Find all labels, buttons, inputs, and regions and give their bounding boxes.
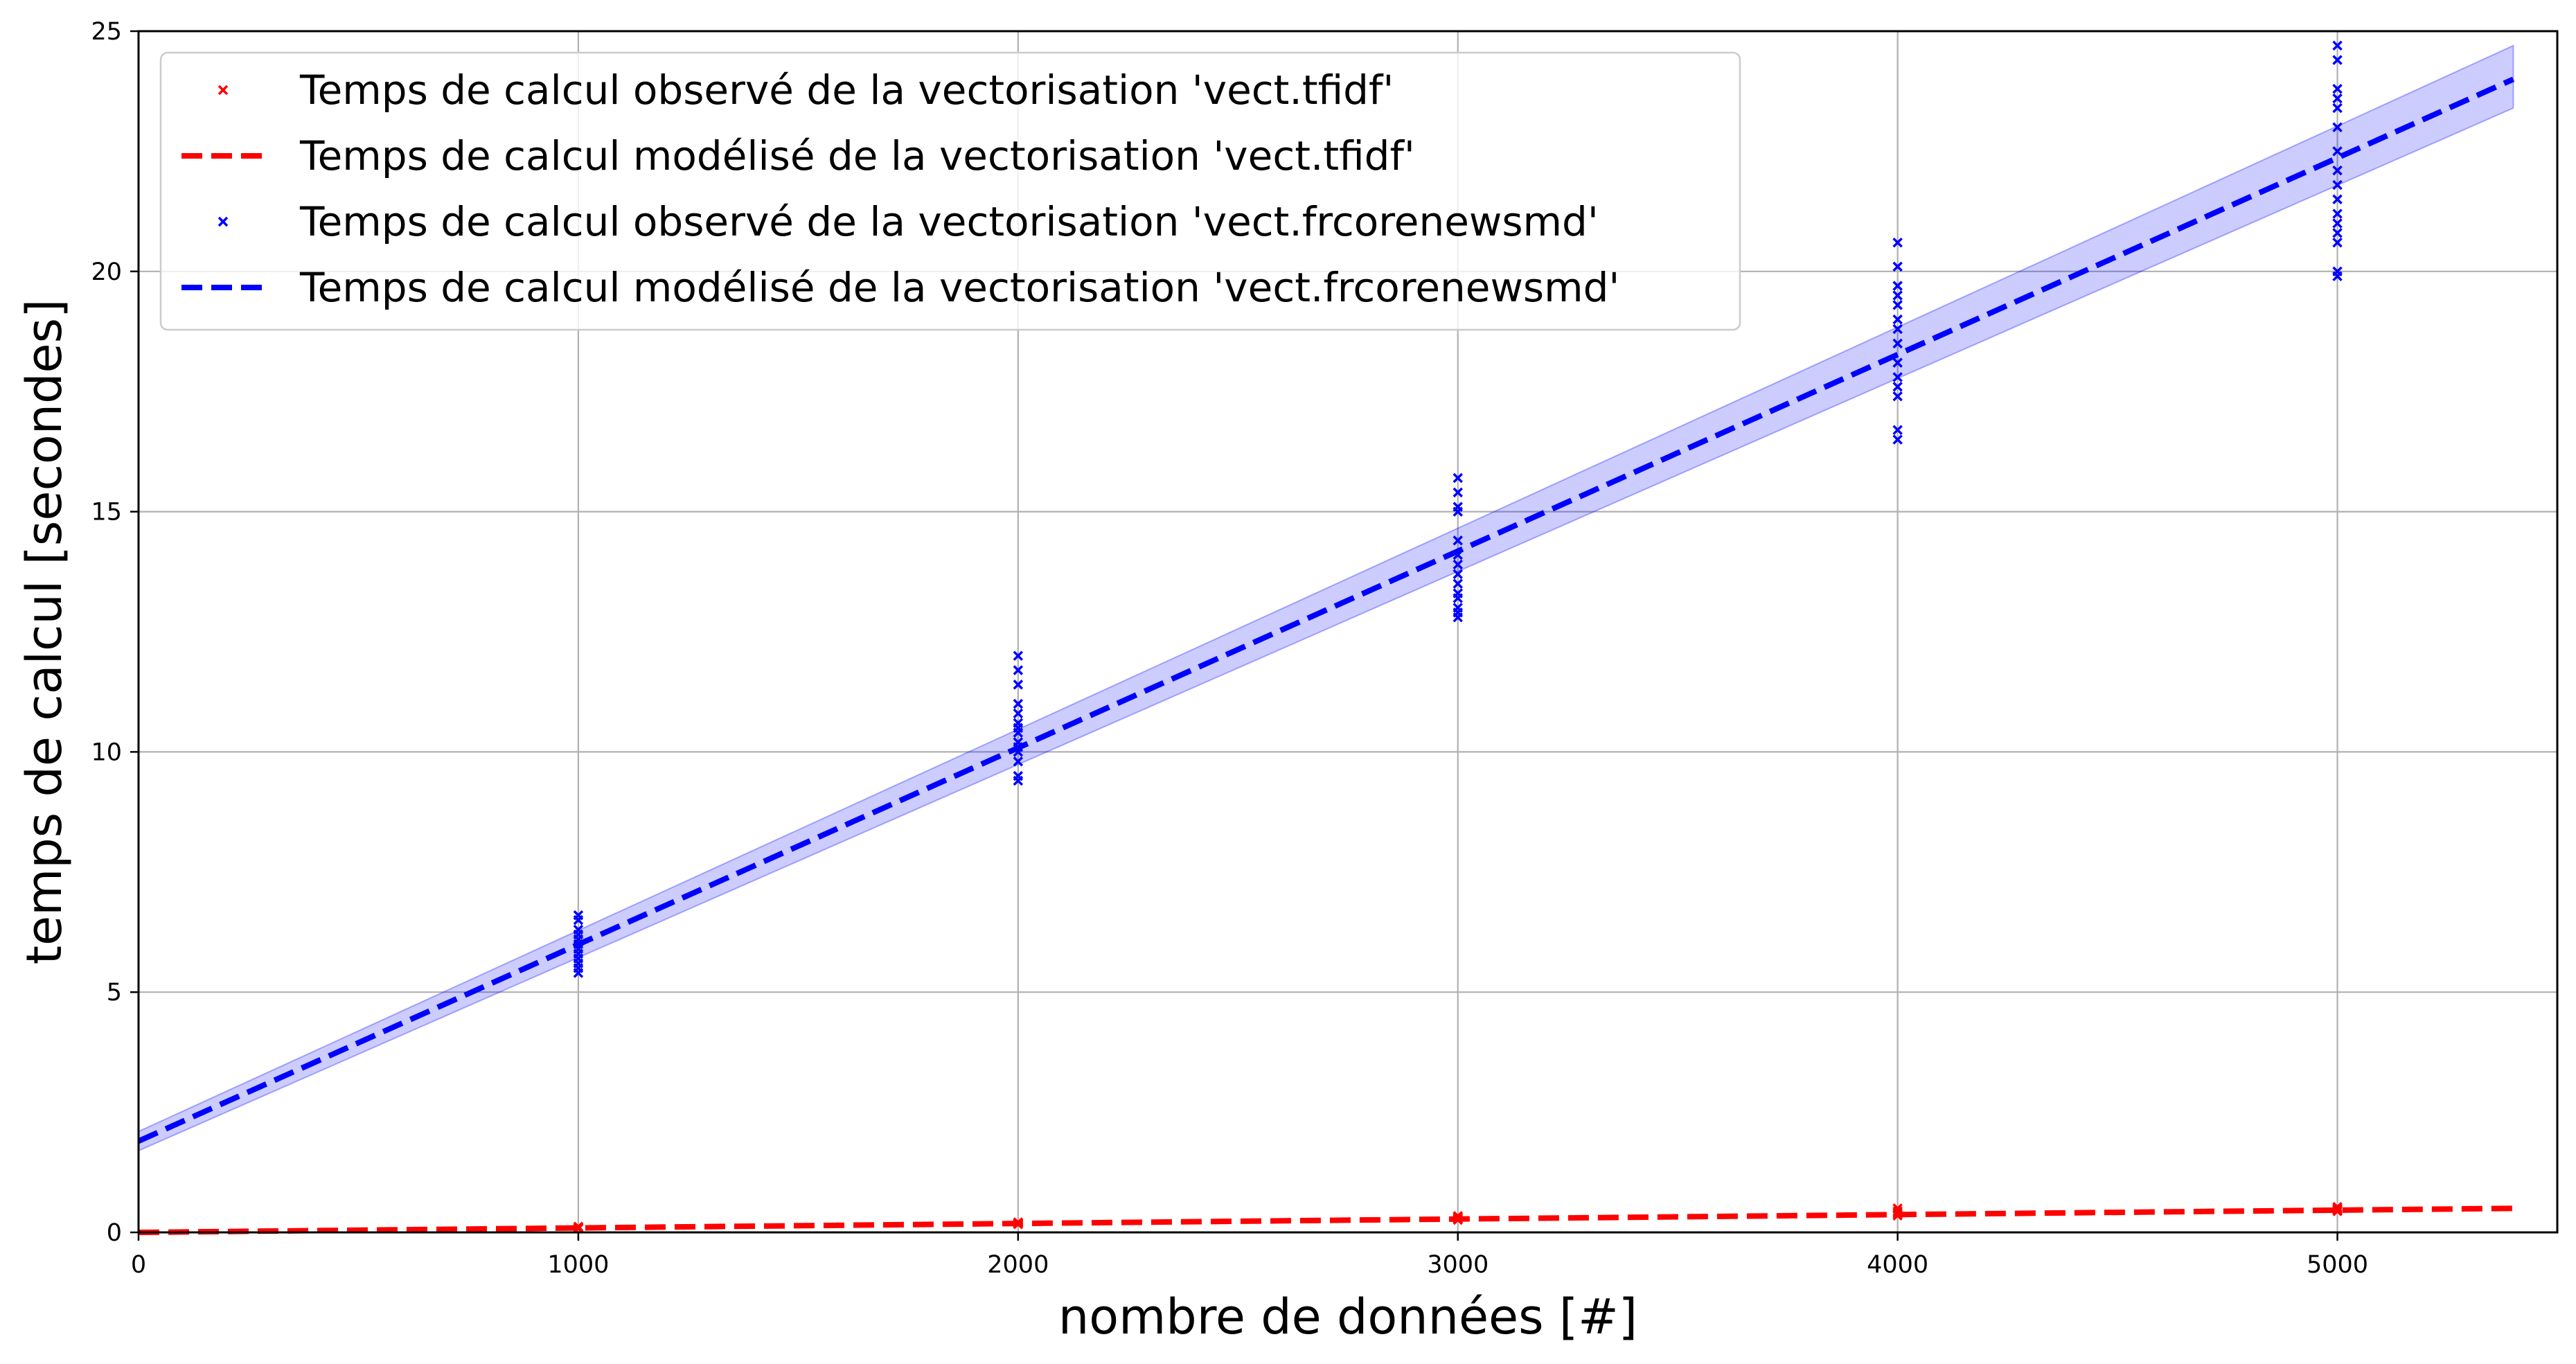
data-point-series-2 (1453, 603, 1463, 613)
legend-label: Temps de calcul modélisé de la vectorisa… (299, 132, 1415, 179)
data-point-series-2 (1453, 569, 1463, 580)
data-point-series-0 (1892, 1203, 1903, 1214)
data-point-series-0 (1453, 1211, 1463, 1221)
data-point-series-2 (2332, 103, 2343, 114)
data-point-series-2 (2332, 55, 2343, 65)
data-point-series-2 (2332, 194, 2343, 204)
data-point-series-2 (1892, 382, 1903, 392)
data-point-series-2 (1892, 290, 1903, 301)
data-point-series-0 (573, 1221, 584, 1232)
model-lines (137, 76, 2515, 1235)
data-point-series-2 (1013, 756, 1024, 767)
data-point-series-2 (1013, 665, 1024, 675)
legend-marker (217, 216, 229, 227)
y-tick-label: 25 (91, 18, 122, 46)
axis-ticks: 0 1000 2000 3000 4000 5000 0 5 10 15 20 25 (91, 18, 2368, 1279)
x-tick-label: 0 (131, 1251, 146, 1279)
data-point-series-2 (2332, 146, 2343, 157)
observed-markers (573, 40, 2343, 1234)
x-tick-label: 3000 (1427, 1251, 1489, 1279)
legend-label: Temps de calcul observé de la vectorisat… (299, 198, 1599, 245)
data-point-series-2 (1892, 237, 1903, 248)
data-point-series-2 (2332, 165, 2343, 176)
data-point-series-2 (1892, 300, 1903, 310)
data-point-series-2 (2332, 179, 2343, 191)
data-point-series-2 (2332, 237, 2343, 248)
legend-label: Temps de calcul observé de la vectorisat… (299, 67, 1394, 114)
data-point-series-2 (2332, 93, 2343, 104)
data-point-series-2 (1453, 487, 1463, 498)
data-point-series-2 (1892, 314, 1903, 325)
data-point-series-2 (2332, 209, 2343, 219)
y-tick-label: 20 (91, 258, 122, 286)
data-point-series-2 (1453, 559, 1463, 570)
data-point-series-2 (1013, 650, 1024, 661)
data-point-series-2 (1013, 698, 1024, 709)
data-point-series-2 (2332, 266, 2343, 277)
data-point-series-0 (1892, 1206, 1903, 1216)
x-tick-label: 1000 (547, 1251, 609, 1279)
x-tick-label: 2000 (987, 1251, 1049, 1279)
model-line-1 (138, 1205, 2514, 1235)
model-line-3 (137, 76, 2515, 1144)
data-point-series-2 (1892, 324, 1903, 335)
y-tick-label: 10 (91, 738, 122, 766)
data-point-series-2 (1013, 680, 1024, 690)
legend: Temps de calcul observé de la vectorisat… (159, 51, 1741, 331)
data-point-series-2 (1892, 425, 1903, 435)
data-point-series-2 (1013, 737, 1024, 747)
x-tick-label: 5000 (2307, 1251, 2368, 1279)
x-axis-title: nombre de données [#] (1058, 1288, 1637, 1345)
data-point-series-2 (1892, 338, 1903, 349)
data-point-series-2 (2332, 40, 2343, 51)
data-point-series-2 (1892, 357, 1903, 368)
data-point-series-0 (2332, 1202, 2343, 1212)
data-point-series-0 (1013, 1217, 1024, 1228)
data-point-series-2 (1892, 434, 1903, 445)
y-axis-title: temps de calcul [secondes] (16, 299, 73, 965)
data-point-series-2 (1453, 588, 1463, 599)
y-tick-label: 5 (107, 979, 122, 1007)
plot-frame (137, 30, 2559, 1234)
data-point-series-2 (1453, 472, 1463, 484)
y-tick-label: 15 (91, 499, 122, 526)
data-point-series-2 (1453, 549, 1463, 560)
data-point-series-2 (1453, 535, 1463, 546)
data-point-series-2 (1453, 502, 1463, 512)
data-point-series-2 (1892, 372, 1903, 382)
data-point-series-2 (1013, 770, 1024, 781)
data-point-series-2 (1892, 281, 1903, 291)
y-tick-label: 0 (107, 1219, 122, 1247)
data-point-series-2 (1013, 708, 1024, 719)
legend-label: Temps de calcul modélisé de la vectorisa… (299, 264, 1619, 311)
data-point-series-2 (573, 924, 584, 935)
data-point-series-2 (573, 910, 584, 921)
data-point-series-2 (1013, 718, 1024, 729)
data-point-series-2 (1453, 578, 1463, 589)
data-point-series-2 (1892, 261, 1903, 272)
x-tick-label: 4000 (1867, 1251, 1928, 1279)
data-point-series-2 (1892, 391, 1903, 402)
data-point-series-2 (2332, 122, 2343, 132)
legend-frame (159, 51, 1741, 331)
legend-marker (217, 85, 229, 96)
data-point-series-2 (2332, 83, 2343, 94)
data-point-series-2 (2332, 228, 2343, 238)
data-point-series-2 (2332, 218, 2343, 229)
